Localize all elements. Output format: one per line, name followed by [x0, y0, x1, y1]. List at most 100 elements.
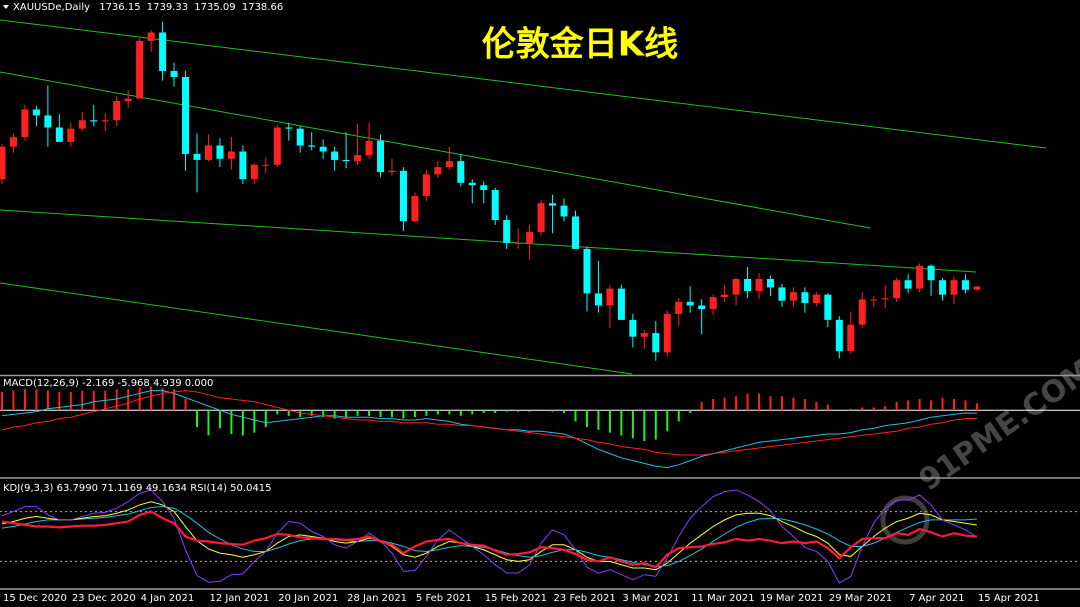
candle-body [675, 301, 683, 314]
candle-body [227, 151, 235, 159]
candle-body [583, 248, 591, 294]
candle-body [308, 145, 316, 147]
candle-body [354, 155, 362, 162]
candle-body [457, 161, 465, 183]
candle-body [652, 333, 660, 353]
candle-body [491, 190, 499, 221]
symbol: XAUUSDe,Daily [13, 2, 90, 13]
channel-line [0, 19, 1047, 149]
candle-body [331, 151, 339, 160]
candle-body [789, 292, 797, 301]
candle-body [881, 298, 889, 300]
high-value: 1739.33 [147, 2, 188, 13]
candle-body [755, 278, 763, 292]
candle-body [721, 294, 729, 298]
indicator-line [1, 501, 978, 571]
indicator-line [1, 489, 978, 584]
candle-body [480, 185, 488, 191]
candle-body [847, 324, 855, 352]
candle-body [468, 182, 476, 186]
candle-body [182, 76, 190, 154]
candle-body [9, 137, 17, 147]
plot: 15 Dec 2020 23 Dec 2020 4 Jan 2021 12 Jan 2… [0, 21, 1080, 604]
candle-body [824, 294, 832, 320]
candle-body [560, 205, 568, 217]
x-tick-label: 12 Jan 2021 [209, 593, 269, 604]
candle-body [503, 220, 511, 243]
x-tick-label: 28 Jan 2021 [347, 593, 407, 604]
panel-borders [0, 374, 1080, 590]
candle-body [732, 278, 740, 295]
candle-body [973, 286, 981, 290]
candle-body [778, 287, 786, 301]
open-value: 1736.15 [99, 2, 140, 13]
candle-body [342, 159, 350, 162]
channel-line [0, 209, 977, 273]
candle-body [0, 146, 6, 180]
candle-body [686, 301, 694, 306]
candle-body [90, 120, 98, 122]
candle-body [124, 98, 132, 102]
candle-body [663, 313, 671, 353]
symbol-header: XAUUSDe,Daily 1736.15 1739.33 1735.09 17… [13, 2, 283, 13]
candle-body [537, 203, 545, 233]
candle-body [170, 70, 178, 77]
x-tick-label: 5 Feb 2021 [416, 593, 472, 604]
indicator-line [1, 390, 977, 456]
candle-body [549, 203, 557, 206]
candle-body [939, 280, 947, 295]
channel-line [0, 71, 871, 229]
candle-body [239, 151, 247, 180]
candle-body [147, 32, 155, 41]
candle-body [870, 299, 878, 301]
candle-body [44, 115, 52, 128]
candle-body [216, 145, 224, 159]
candle-body [399, 170, 407, 222]
x-tick-label: 19 Mar 2021 [760, 593, 823, 604]
x-tick-label: 7 Apr 2021 [909, 593, 964, 604]
candle-body [617, 288, 625, 320]
x-tick-label: 11 Mar 2021 [691, 593, 754, 604]
candle-body [262, 164, 270, 166]
x-tick-label: 15 Apr 2021 [978, 593, 1040, 604]
candle-body [709, 297, 717, 310]
channel-line [0, 282, 633, 375]
candle-body [388, 170, 396, 172]
candle-body [377, 140, 385, 172]
candle-body [640, 333, 648, 337]
menu-arrow [3, 5, 9, 9]
candle-body [113, 101, 121, 121]
candle-body [766, 278, 774, 288]
candle-body [21, 109, 29, 138]
kdj-label: KDJ(9,3,3) 63.7990 71.1169 49.1634 RSI(1… [3, 483, 272, 494]
candle-body [159, 32, 167, 71]
x-tick-label: 20 Jan 2021 [278, 593, 338, 604]
low-value: 1735.09 [194, 2, 235, 13]
candle-body [365, 140, 373, 156]
x-tick-label: 15 Dec 2020 [3, 593, 67, 604]
candle-body [594, 293, 602, 306]
candle-body [136, 40, 144, 99]
candle-body [916, 265, 924, 289]
candle-body [927, 265, 935, 281]
x-tick-label: 23 Feb 2021 [554, 593, 616, 604]
candle-body [204, 145, 212, 160]
candle-body [961, 280, 969, 290]
candle-body [434, 167, 442, 175]
candle-body [250, 164, 258, 180]
candle-body [904, 280, 912, 289]
candle-body [629, 319, 637, 337]
chart-title: 伦敦金日K线 [482, 25, 678, 65]
indicator-line [1, 510, 978, 569]
candle-body [812, 294, 820, 304]
candle-body [55, 127, 63, 142]
watermark-logo [880, 495, 930, 545]
macd-label: MACD(12,26,9) -2.169 -5.968 4.939 0.000 [3, 378, 213, 389]
candle-body [514, 242, 522, 244]
x-tick-label: 23 Dec 2020 [72, 593, 136, 604]
candle-body [422, 174, 430, 197]
close-value: 1738.66 [242, 2, 283, 13]
candle-body [744, 278, 752, 292]
